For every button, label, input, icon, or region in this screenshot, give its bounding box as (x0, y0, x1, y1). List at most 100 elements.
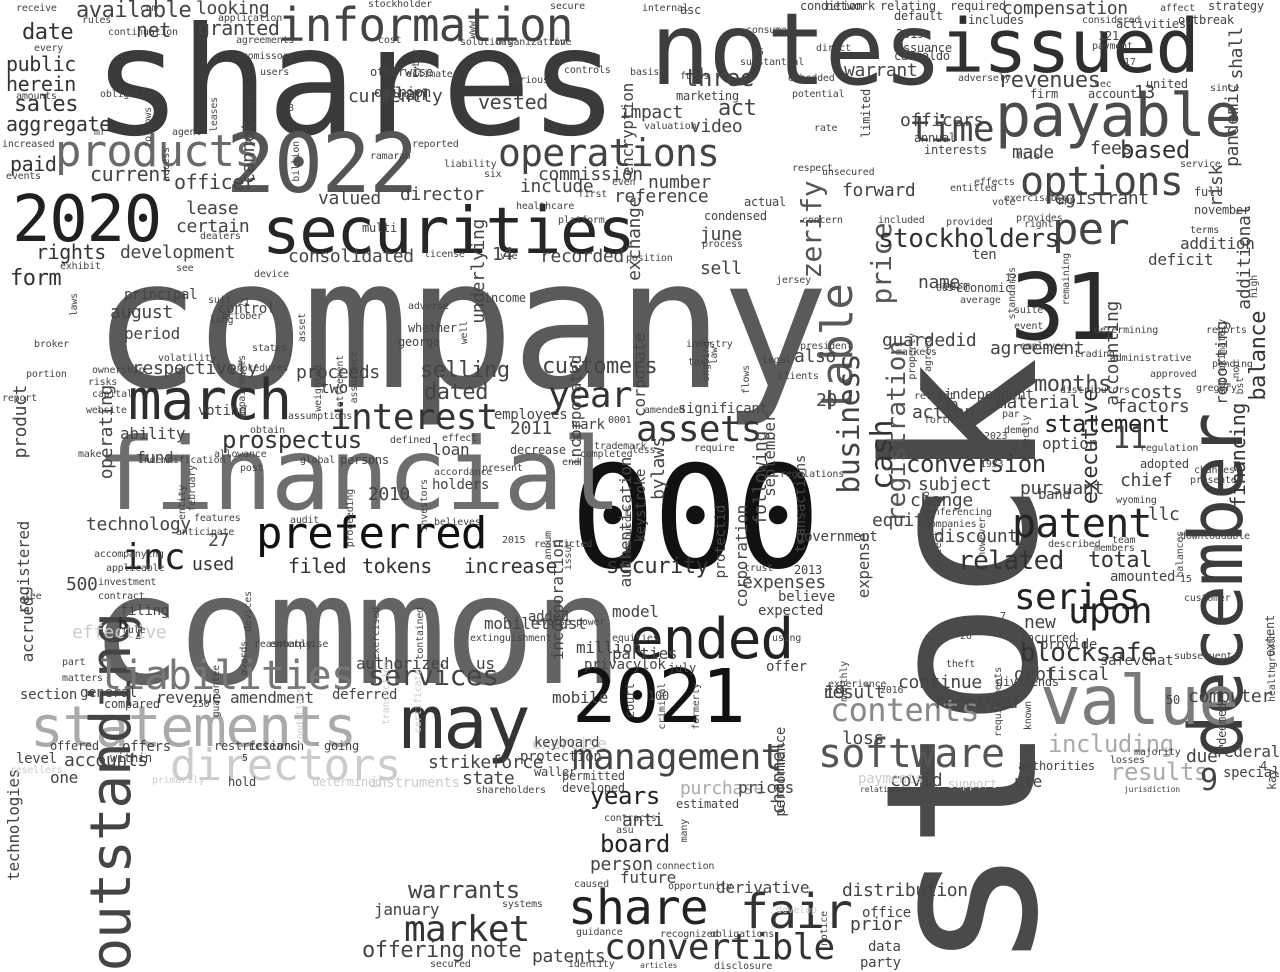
word-cloud-word: years (590, 782, 660, 810)
word-cloud-word: allowance (214, 449, 267, 460)
word-cloud-word: results (1110, 758, 1208, 786)
word-cloud-word: 8 (288, 103, 294, 114)
word-cloud-word: indemnification (138, 455, 226, 466)
word-cloud-word: relating (880, 0, 936, 13)
word-cloud-word: whether (408, 321, 457, 335)
word-cloud-word: federal (1214, 742, 1280, 761)
word-cloud-word: leases (209, 96, 220, 132)
word-cloud-word: decrease (510, 443, 566, 457)
word-cloud-word: preferred (256, 508, 487, 559)
word-cloud-word: authorized (356, 654, 450, 673)
word-cloud-word: substantial (740, 57, 805, 68)
word-cloud-word: ability (120, 424, 186, 443)
word-cloud-word: multi (362, 221, 397, 235)
word-cloud-word: ppp (1058, 195, 1076, 206)
word-cloud-word: rules (82, 15, 112, 26)
word-cloud-word: valuation (644, 121, 697, 132)
word-cloud-word: technology (86, 514, 191, 535)
word-cloud-word: operations (498, 131, 720, 175)
word-cloud-word: anticipate (176, 527, 235, 538)
word-cloud-word: audit (290, 515, 320, 526)
word-cloud-word: team (1112, 535, 1136, 546)
word-cloud-word: company (92, 221, 829, 430)
word-cloud-word: event (1014, 321, 1044, 332)
word-cloud-word: theft (946, 659, 976, 670)
word-cloud-word: jersey (776, 275, 811, 286)
word-cloud-word: condensed (704, 209, 767, 223)
word-cloud-word: lease (186, 198, 239, 219)
word-cloud-word: data (868, 939, 901, 955)
word-cloud-word: august (110, 302, 173, 323)
word-cloud-word: stockholders (878, 224, 1060, 254)
word-cloud-word: mobiletrust (484, 614, 587, 633)
word-cloud-word: changes (1194, 465, 1235, 476)
word-cloud-word: 20 (816, 390, 837, 411)
word-cloud-word: default (894, 9, 943, 23)
word-cloud-word: court (623, 682, 637, 718)
word-cloud-word: offered (50, 739, 99, 753)
word-cloud-word: issue (563, 540, 574, 570)
word-cloud-word: legal (762, 355, 792, 366)
word-cloud-word: marketing (676, 89, 739, 103)
word-cloud-word: property (907, 332, 918, 380)
word-cloud-word: 2023 (984, 431, 1008, 442)
word-cloud-word: also (794, 346, 836, 367)
word-cloud-word: notice (819, 910, 830, 946)
word-cloud-word: develop (776, 905, 817, 916)
word-cloud-word: mark (572, 417, 605, 433)
word-cloud-word: level (16, 751, 57, 767)
word-cloud-word: november (1194, 203, 1250, 217)
word-cloud-word: first (578, 189, 608, 200)
word-cloud-word: issued (940, 4, 1200, 90)
word-cloud-word: report (2, 393, 37, 404)
word-cloud-word: result (822, 682, 885, 703)
word-cloud-word: completed (580, 449, 633, 460)
word-cloud-word: average (960, 295, 1001, 306)
word-cloud-word: forward (842, 180, 916, 201)
word-cloud-word: change (910, 490, 973, 511)
word-cloud-word: presented (1190, 475, 1243, 486)
word-cloud-word: 05 (752, 47, 764, 58)
word-cloud-word: registrant (1044, 188, 1149, 209)
word-cloud-word: estimated (676, 797, 739, 811)
word-cloud-word: payments (858, 771, 924, 787)
word-cloud-word: upon (1068, 591, 1153, 632)
word-cloud-word: mr (94, 127, 106, 138)
word-cloud-word: option (1042, 434, 1098, 453)
word-cloud-word: notes (650, 0, 943, 108)
word-cloud-word: 6 (1013, 443, 1019, 454)
word-cloud-word: customer (1184, 593, 1231, 604)
word-cloud-word: account (1088, 87, 1137, 101)
word-cloud-word: users (260, 67, 290, 78)
word-cloud-word: defined (390, 435, 431, 446)
word-cloud-word: 000 (570, 436, 821, 601)
word-cloud-word: requirements (993, 666, 1004, 737)
word-cloud-word: www (467, 20, 478, 38)
word-cloud-word: increase (464, 554, 558, 578)
word-cloud-word: liability (444, 159, 497, 170)
word-cloud-word: part (62, 657, 86, 668)
word-cloud-word: exhibit (60, 261, 101, 272)
word-cloud-word: band (1038, 487, 1071, 503)
word-cloud-word: assumptions (288, 411, 353, 422)
word-cloud-word: exercisable (1004, 193, 1069, 204)
word-cloud-word: investors (419, 478, 430, 531)
word-cloud-word: healthcare (516, 201, 575, 212)
word-cloud-word: events (6, 171, 41, 182)
word-cloud-word: b (118, 614, 128, 633)
word-cloud-word: made (1012, 142, 1054, 163)
word-cloud-word: hold (228, 775, 256, 789)
word-cloud-word: organization (496, 37, 566, 48)
word-cloud-word: regulations (780, 469, 845, 480)
word-cloud-word: effective (72, 622, 167, 643)
word-cloud-word: directly (1021, 414, 1032, 462)
word-cloud-word: warrants (408, 876, 520, 904)
word-cloud-word: funds (680, 71, 710, 82)
word-cloud-word: follows (143, 106, 154, 148)
word-cloud-word: six (484, 169, 502, 180)
word-cloud-word: file (1016, 151, 1040, 162)
word-cloud-word: three (684, 64, 754, 92)
word-cloud-word: agent (172, 127, 202, 138)
word-cloud-word: aggregate (6, 112, 111, 136)
word-cloud-word: section (20, 687, 78, 703)
